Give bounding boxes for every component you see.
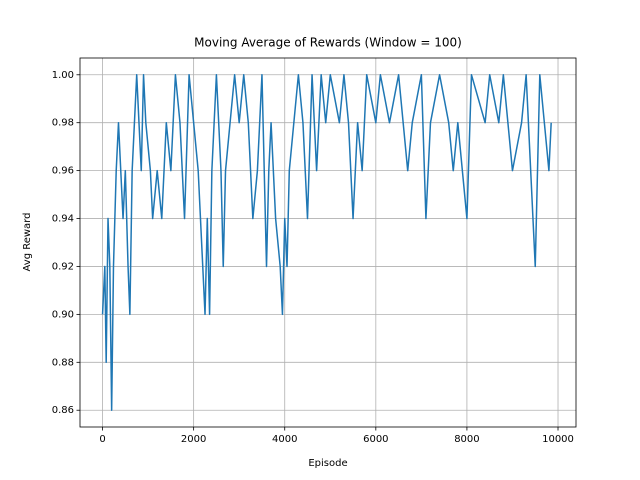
x-axis-label: Episode	[308, 458, 347, 469]
y-tick-label: 0.86	[52, 405, 74, 416]
chart-title: Moving Average of Rewards (Window = 100)	[194, 36, 462, 50]
x-tick-label: 8000	[454, 434, 479, 445]
y-tick-label: 0.96	[52, 166, 74, 177]
y-tick-label: 0.98	[52, 118, 74, 129]
x-tick-label: 6000	[363, 434, 388, 445]
x-tick-label: 4000	[272, 434, 297, 445]
x-tick-label: 10000	[542, 434, 574, 445]
y-tick-label: 1.00	[52, 70, 74, 81]
y-tick-label: 0.88	[52, 357, 74, 368]
x-tick-label: 0	[99, 434, 105, 445]
y-tick-label: 0.92	[52, 261, 74, 272]
plot-frame	[79, 57, 577, 428]
y-tick-label: 0.94	[52, 214, 74, 225]
y-axis-label: Avg Reward	[22, 213, 33, 272]
data-line	[101, 74, 552, 411]
x-tick-label: 2000	[181, 434, 206, 445]
y-tick-label: 0.90	[52, 309, 74, 320]
